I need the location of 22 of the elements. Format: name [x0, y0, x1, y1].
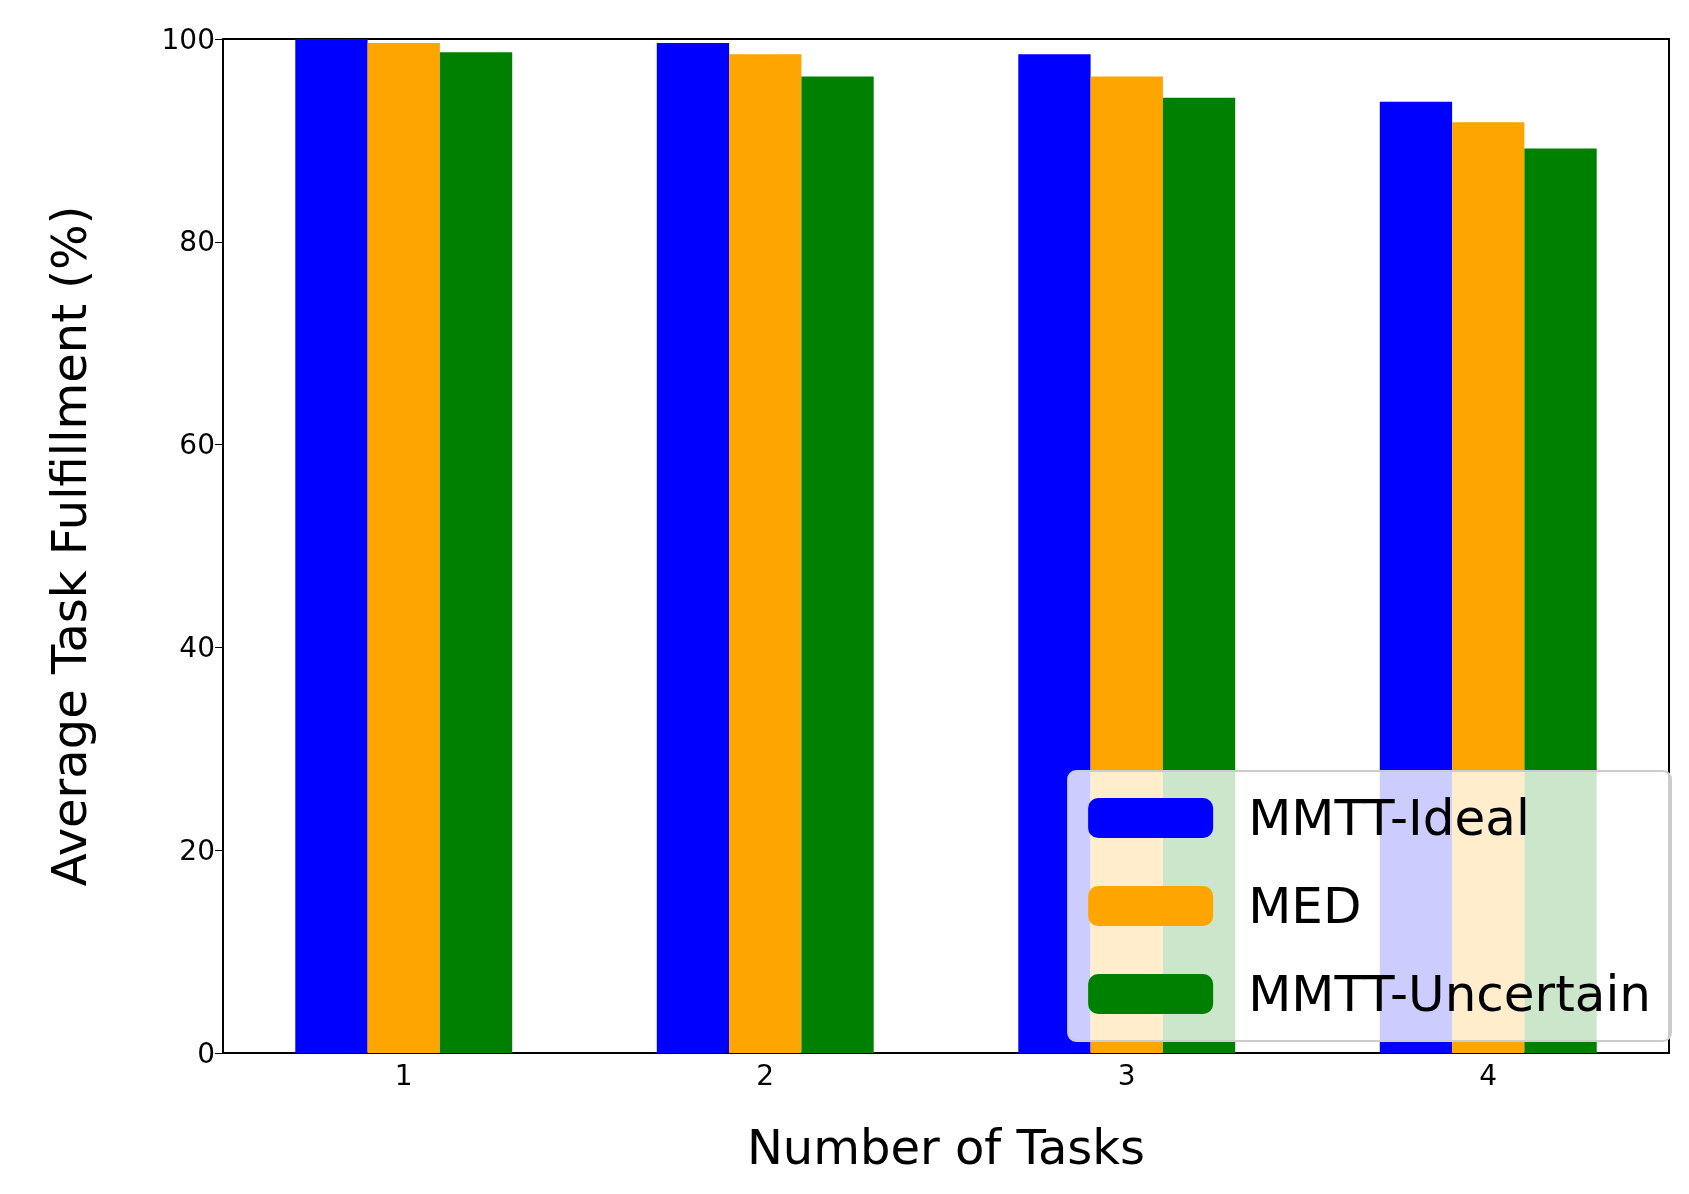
x-tick-label: 3	[1117, 1058, 1136, 1092]
bar	[729, 54, 802, 1053]
y-tick-label: 80	[179, 225, 215, 259]
x-tick-label: 1	[394, 1058, 413, 1092]
x-axis-title: Number of Tasks	[746, 1119, 1146, 1175]
y-tick-label: 100	[161, 22, 215, 56]
y-tick-label: 20	[179, 833, 215, 867]
bar	[656, 43, 730, 1053]
bar	[439, 52, 513, 1053]
x-tick-label: 2	[756, 1058, 775, 1092]
legend-label: MMTT-Uncertain	[1248, 965, 1651, 1023]
bar	[295, 39, 368, 1053]
x-tick-label: 4	[1479, 1058, 1498, 1092]
y-axis-title: Average Task Fulfillment (%)	[41, 205, 97, 887]
bar	[801, 76, 874, 1053]
legend-label: MED	[1248, 877, 1362, 935]
bar	[367, 43, 440, 1053]
y-tick-label: 40	[179, 630, 215, 664]
legend-label: MMTT-Ideal	[1248, 789, 1530, 847]
y-tick-label: 60	[179, 428, 215, 462]
bar	[1018, 54, 1091, 1053]
y-tick-label: 0	[197, 1036, 215, 1070]
